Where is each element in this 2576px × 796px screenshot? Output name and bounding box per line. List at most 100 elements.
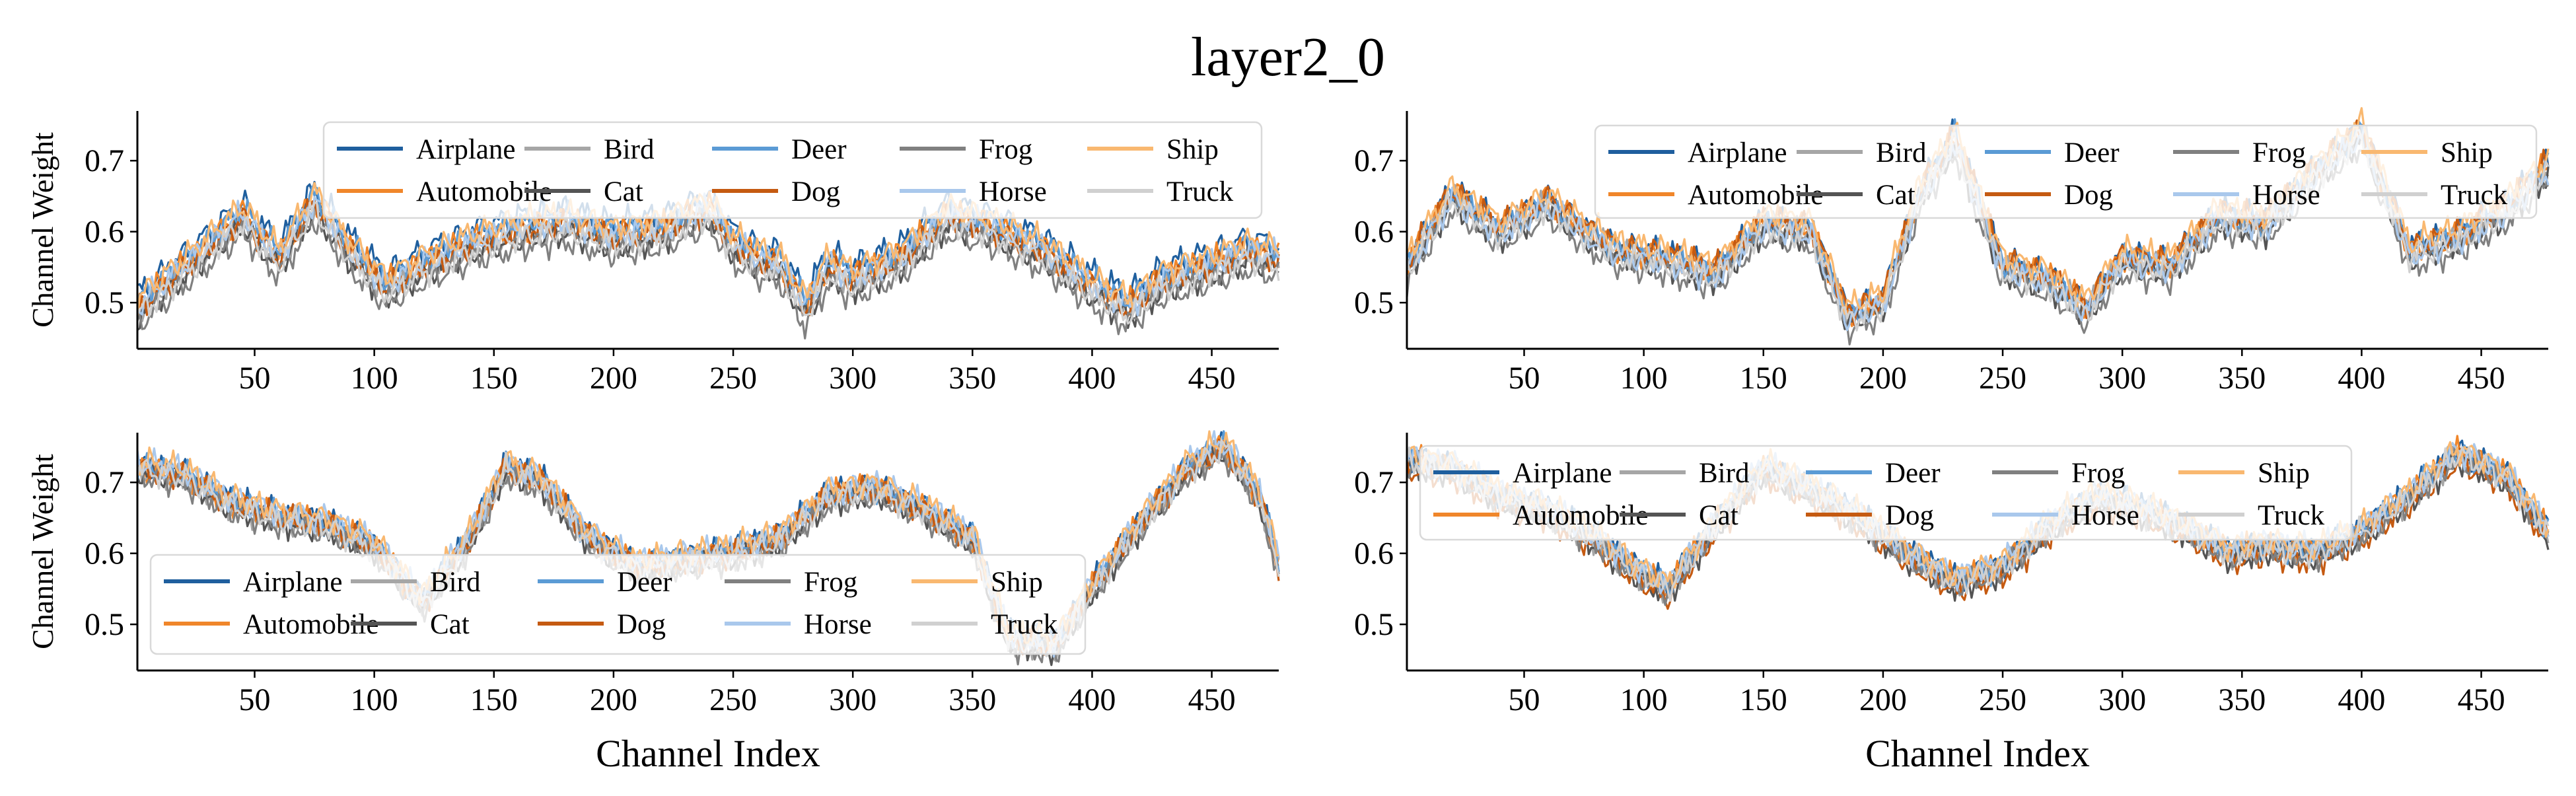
legend-label-bird: Bird [604,134,654,165]
x-tick-label: 100 [351,361,398,396]
legend-label-dog: Dog [791,176,840,207]
legend-label-cat: Cat [430,609,470,640]
y-tick-label: 0.6 [85,215,124,250]
x-tick-label: 450 [1188,361,1236,396]
legend-label-truck: Truck [991,609,1058,640]
y-tick-label: 0.5 [1354,607,1394,642]
x-tick-label: 350 [948,361,996,396]
legend-label-truck: Truck [2258,500,2325,531]
x-tick-label: 400 [1068,361,1116,396]
legend-label-horse: Horse [2071,500,2139,531]
legend-label-deer: Deer [1885,458,1941,489]
legend-label-airplane: Airplane [1688,137,1787,168]
legend: AirplaneAutomobileBirdCatDeerDogFrogHors… [1594,124,2538,219]
x-axis-label: Channel Index [596,732,820,775]
x-tick-label: 350 [2218,682,2266,717]
legend-label-horse: Horse [979,176,1047,207]
legend-label-cat: Cat [1876,180,1915,211]
y-tick-label: 0.7 [85,465,124,500]
y-tick-label: 0.7 [85,143,124,178]
legend-label-deer: Deer [791,134,847,165]
x-tick-label: 400 [2338,682,2385,717]
legend-label-dog: Dog [617,609,666,640]
series-line-frog [1406,445,2550,606]
legend: AirplaneAutomobileBirdCatDeerDogFrogHors… [322,121,1263,219]
x-tick-label: 50 [239,361,271,396]
legend-label-deer: Deer [617,567,672,598]
x-tick-label: 200 [590,682,637,717]
series-line-horse [136,430,1280,658]
x-tick-label: 100 [351,682,398,717]
x-tick-label: 200 [1859,361,1907,396]
legend-label-horse: Horse [2252,180,2320,211]
legend-label-frog: Frog [979,134,1032,165]
x-tick-label: 250 [1979,682,2026,717]
x-tick-label: 450 [2458,361,2505,396]
x-tick-label: 150 [470,361,518,396]
legend-label-ship: Ship [2441,137,2493,168]
y-tick-label: 0.7 [1354,465,1394,500]
legend-label-ship: Ship [1166,134,1219,165]
y-tick-label: 0.6 [1354,215,1394,250]
series-line-truck [136,201,1280,325]
x-tick-label: 400 [2338,361,2385,396]
legend-label-deer: Deer [2064,137,2120,168]
x-tick-label: 300 [2098,361,2146,396]
x-tick-label: 350 [948,682,996,717]
y-axis-label: Channel Weight [26,454,59,649]
y-tick-label: 0.5 [1354,285,1394,320]
x-tick-label: 200 [590,361,637,396]
legend-label-dog: Dog [2064,180,2113,211]
legend-frame [322,121,1263,219]
panel-bottom-left: 50 100 150 200 250 300 350 400 450 0.5 0.6 0.7 Chann… [26,430,1280,775]
legend-label-frog: Frog [804,567,857,598]
legend-label-truck: Truck [1166,176,1234,207]
x-tick-label: 250 [1979,361,2026,396]
legend-label-ship: Ship [2258,458,2310,489]
y-tick-label: 0.5 [85,607,124,642]
legend-label-truck: Truck [2441,180,2508,211]
legend-label-cat: Cat [1699,500,1738,531]
legend-label-ship: Ship [991,567,1043,598]
x-tick-label: 100 [1620,361,1668,396]
x-tick-label: 350 [2218,361,2266,396]
x-tick-label: 450 [1188,682,1236,717]
legend-label-airplane: Airplane [416,134,515,165]
x-tick-label: 250 [709,361,757,396]
panel-bottom-right: 50 100 150 200 250 300 350 400 450 0.5 0.6 0.7 Chann… [1354,433,2550,775]
x-tick-label: 150 [1740,682,1787,717]
legend-label-frog: Frog [2071,458,2125,489]
x-tick-label: 200 [1859,682,1907,717]
y-tick-label: 0.7 [1354,143,1394,178]
legend-label-cat: Cat [604,176,643,207]
legend: AirplaneAutomobileBirdCatDeerDogFrogHors… [149,554,1087,655]
y-tick-label: 0.6 [1354,536,1394,571]
x-tick-label: 150 [1740,361,1787,396]
legend-label-horse: Horse [804,609,872,640]
series-line-cat [137,203,1279,331]
figure-title: layer2_0 [1191,26,1385,88]
legend-label-bird: Bird [430,567,480,598]
x-tick-label: 300 [2098,682,2146,717]
x-tick-label: 300 [829,682,877,717]
y-axis-label: Channel Weight [26,132,59,328]
legend-label-bird: Bird [1876,137,1926,168]
x-tick-label: 150 [470,682,518,717]
x-tick-label: 250 [709,682,757,717]
legend-label-airplane: Airplane [1513,458,1612,489]
x-tick-label: 400 [1068,682,1116,717]
x-tick-label: 50 [1509,361,1540,396]
legend: AirplaneAutomobileBirdCatDeerDogFrogHors… [1419,445,2353,541]
x-tick-label: 50 [1509,682,1540,717]
legend-label-bird: Bird [1699,458,1749,489]
x-axis-label: Channel Index [1865,732,2090,775]
x-tick-label: 300 [829,361,877,396]
y-tick-label: 0.6 [85,536,124,571]
legend-label-airplane: Airplane [243,567,342,598]
panel-top-right: 50 100 150 200 250 300 350 400 450 0.5 0.6 0.7 Airpl… [1354,107,2550,396]
legend-label-frog: Frog [2252,137,2306,168]
x-tick-label: 100 [1620,682,1668,717]
legend-label-dog: Dog [1885,500,1934,531]
